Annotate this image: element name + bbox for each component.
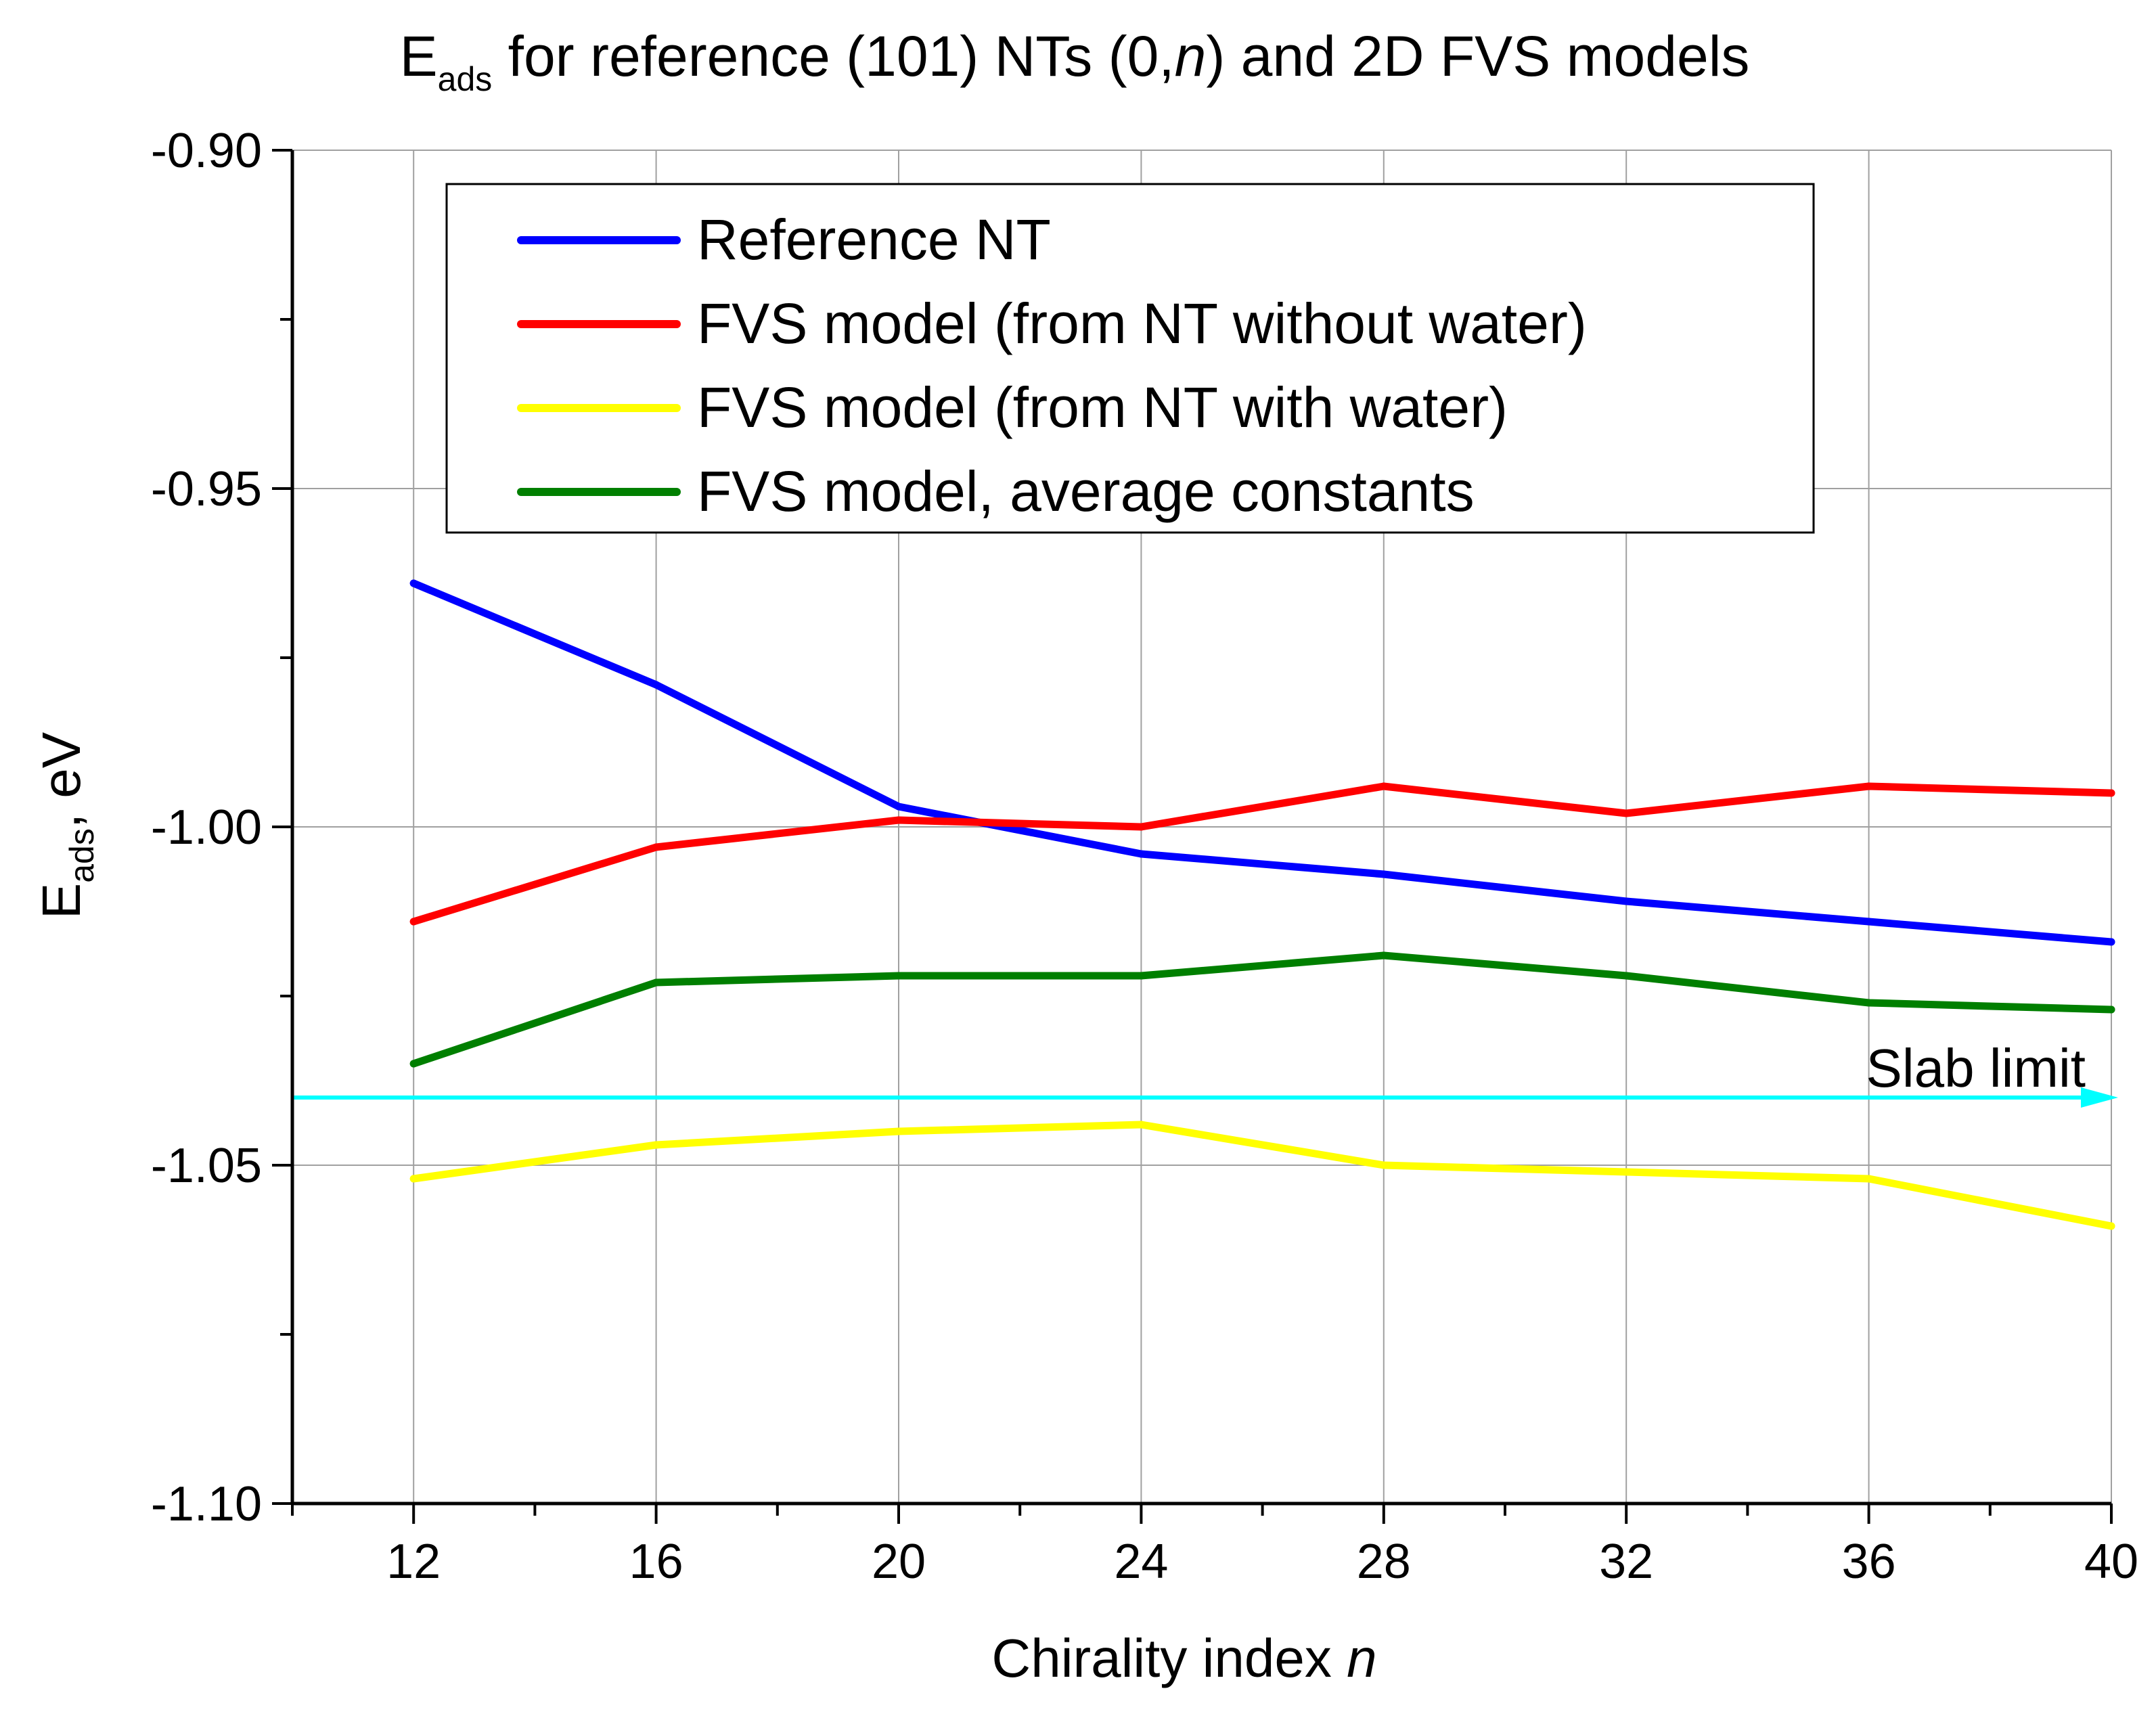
data-point-fvs-model-from-nt-with-water-24	[1137, 1121, 1145, 1129]
chart-title-italic: n	[1175, 24, 1207, 88]
data-point-fvs-model-from-nt-with-water-20	[895, 1127, 903, 1135]
chart-title-subscript: ads	[438, 60, 493, 98]
data-point-reference-nt-28	[1380, 870, 1388, 878]
x-tick-label-40: 40	[2084, 1535, 2138, 1589]
y-axis-label-rest: , eV	[31, 731, 91, 828]
data-point-fvs-model-from-nt-without-water-32	[1622, 809, 1630, 817]
x-tick-label-28: 28	[1357, 1535, 1411, 1589]
data-point-reference-nt-32	[1622, 897, 1630, 905]
data-point-fvs-model-from-nt-without-water-24	[1137, 823, 1145, 831]
data-point-fvs-model-from-nt-without-water-36	[1865, 782, 1873, 790]
series-line-fvs-model-from-nt-with-water	[409, 1121, 2115, 1230]
y-axis-label-subscript: ads	[63, 828, 101, 883]
reference-line-layer	[292, 1087, 2118, 1108]
x-axis-label-text: Chirality index	[991, 1628, 1347, 1688]
data-point-fvs-model-from-nt-with-water-40	[2107, 1222, 2115, 1230]
y-tick-label--0.95: -0.95	[151, 462, 262, 516]
data-point-reference-nt-40	[2107, 938, 2115, 946]
chart-title-main: E	[400, 24, 438, 88]
data-point-fvs-model-from-nt-without-water-20	[895, 816, 903, 824]
series-layer	[409, 579, 2115, 1230]
data-point-fvs-model-average-constants-24	[1137, 972, 1145, 980]
data-point-fvs-model-average-constants-12	[409, 1060, 418, 1068]
x-tick-label-20: 20	[872, 1535, 926, 1589]
legend-label-reference-nt: Reference NT	[697, 208, 1051, 271]
series-line-fvs-model-from-nt-without-water	[409, 782, 2115, 926]
x-tick-label-24: 24	[1114, 1535, 1168, 1589]
y-tick-label--1.00: -1.00	[151, 800, 262, 855]
data-point-fvs-model-from-nt-without-water-16	[652, 843, 660, 851]
chart-title-end: ) and 2D FVS models	[1206, 24, 1749, 88]
series-line-fvs-model-average-constants	[409, 951, 2115, 1068]
data-point-reference-nt-12	[409, 579, 418, 587]
legend-label-fvs-model-from-nt-with-water: FVS model (from NT with water)	[697, 376, 1508, 439]
y-tick-label--1.05: -1.05	[151, 1139, 262, 1193]
chart-title-rest: for reference (101) NTs (0,	[492, 24, 1174, 88]
data-point-fvs-model-from-nt-with-water-16	[652, 1141, 660, 1149]
data-point-reference-nt-24	[1137, 850, 1145, 858]
data-point-fvs-model-average-constants-36	[1865, 999, 1873, 1007]
data-point-fvs-model-from-nt-with-water-12	[409, 1175, 418, 1183]
data-point-fvs-model-average-constants-32	[1622, 972, 1630, 980]
data-point-reference-nt-20	[895, 803, 903, 811]
data-point-reference-nt-16	[652, 681, 660, 689]
x-tick-label-32: 32	[1599, 1535, 1653, 1589]
data-point-fvs-model-from-nt-without-water-28	[1380, 782, 1388, 790]
data-point-fvs-model-average-constants-28	[1380, 951, 1388, 959]
data-point-reference-nt-36	[1865, 918, 1873, 926]
x-tick-label-12: 12	[386, 1535, 441, 1589]
data-point-fvs-model-from-nt-without-water-12	[409, 918, 418, 926]
y-axis-label: Eads, eV	[31, 731, 101, 919]
legend-label-fvs-model-average-constants: FVS model, average constants	[697, 459, 1475, 523]
data-point-fvs-model-average-constants-16	[652, 978, 660, 987]
x-axis-label-italic: n	[1347, 1628, 1377, 1688]
legend: Reference NT FVS model (from NT without w…	[445, 183, 1815, 534]
data-point-fvs-model-average-constants-40	[2107, 1006, 2115, 1014]
data-point-fvs-model-from-nt-with-water-32	[1622, 1168, 1630, 1176]
slab-limit-label: Slab limit	[1866, 1038, 2086, 1098]
y-tick-label--0.90: -0.90	[151, 124, 262, 178]
data-point-fvs-model-from-nt-with-water-28	[1380, 1161, 1388, 1169]
y-axis-label-main: E	[31, 883, 91, 919]
data-point-fvs-model-from-nt-without-water-40	[2107, 789, 2115, 797]
axes: 12 16 20 24 28 32 36 40 -0.90 -0.95 -1.00 -1.05 -1.1…	[151, 124, 2138, 1589]
data-point-fvs-model-from-nt-with-water-36	[1865, 1175, 1873, 1183]
x-tick-label-36: 36	[1842, 1535, 1896, 1589]
legend-label-fvs-model-from-nt-without-water: FVS model (from NT without water)	[697, 292, 1587, 355]
chart-title: Eads for reference (101) NTs (0,n) and 2…	[400, 24, 1750, 98]
x-tick-label-16: 16	[629, 1535, 683, 1589]
slab-limit-arrowhead	[2081, 1087, 2118, 1108]
series-line-reference-nt	[409, 579, 2115, 946]
data-point-fvs-model-average-constants-20	[895, 972, 903, 980]
y-tick-label--1.10: -1.10	[151, 1477, 262, 1531]
x-axis-label: Chirality index n	[991, 1628, 1376, 1688]
